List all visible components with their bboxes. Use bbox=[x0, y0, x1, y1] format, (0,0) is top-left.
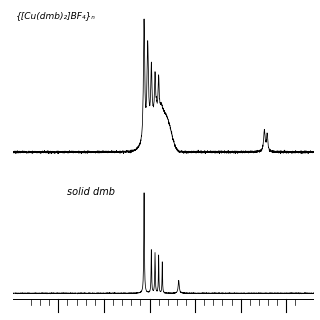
Text: {[Cu(dmb)₂]BF₄}ₙ: {[Cu(dmb)₂]BF₄}ₙ bbox=[16, 11, 96, 20]
Text: solid dmb: solid dmb bbox=[67, 188, 115, 197]
